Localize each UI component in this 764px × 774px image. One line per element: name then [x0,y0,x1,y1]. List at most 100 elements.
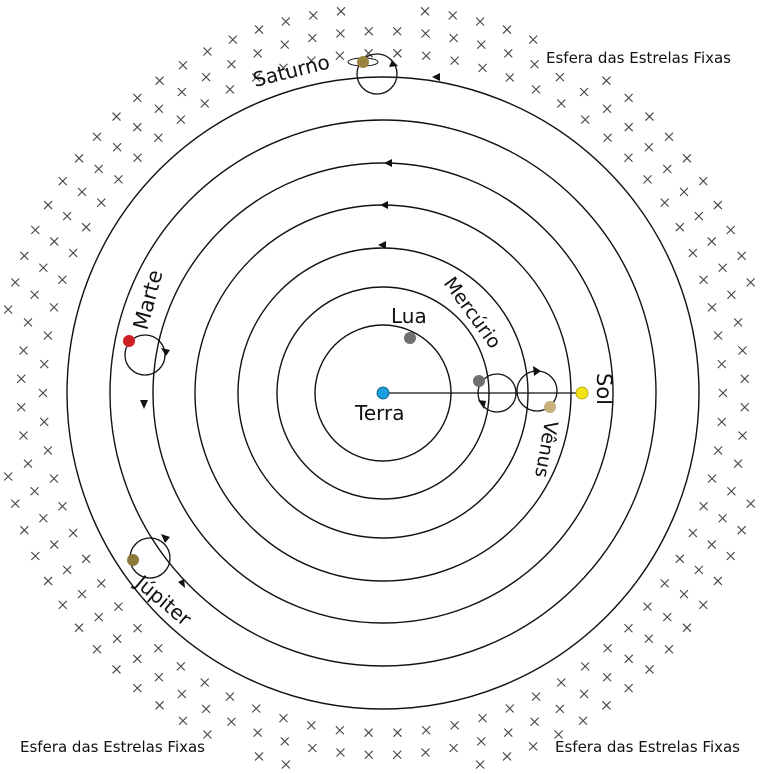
star-x-mark [336,6,346,16]
saturn-epicycle [356,53,398,95]
star-x-mark [178,716,188,726]
star-x-mark [726,551,736,561]
star-x-mark [624,153,633,163]
star-x-mark [201,704,211,714]
star-x-mark [154,672,164,682]
star-x-mark [603,643,613,653]
star-x-mark [579,87,589,97]
star-x-mark [662,612,672,622]
star-x-mark [530,717,539,727]
star-x-mark [699,275,708,285]
star-x-mark [39,359,49,369]
star-x-mark [421,725,431,735]
star-x-mark [694,565,704,575]
star-x-mark [675,222,685,232]
star-x-mark [200,99,210,108]
labels: Terra Lua Mercúrio Vênus Sol Marte Júpit… [20,49,740,756]
star-x-mark [68,248,78,258]
star-x-mark [713,576,723,586]
star-x-mark [114,175,123,184]
star-x-mark [602,104,612,114]
star-x-mark [746,499,756,509]
star-x-mark [3,305,13,314]
star-x-mark [153,133,163,143]
label-fixed-stars-bottom-left: Esfera das Estrelas Fixas [20,738,205,756]
star-x-mark [81,222,91,232]
star-x-mark [62,211,72,221]
star-x-mark [94,612,104,622]
fixed-stars-sphere [3,6,756,769]
star-x-mark [421,748,430,757]
star-x-mark [225,692,235,701]
star-x-mark [308,10,318,20]
star-x-mark [530,59,539,69]
star-x-mark [740,402,750,412]
star-x-mark [421,51,431,61]
star-x-mark [738,346,747,355]
star-x-mark [253,728,263,738]
star-x-mark [660,579,670,588]
star-x-mark [624,122,634,132]
star-x-mark [253,48,263,58]
star-x-mark [737,525,747,535]
star-x-mark [336,29,345,38]
star-x-mark [176,661,186,671]
star-x-mark [393,728,402,738]
star-x-mark [19,431,28,440]
star-x-mark [727,486,736,496]
star-x-mark [679,589,689,599]
star-x-mark [96,579,106,588]
star-x-mark [23,317,33,327]
star-x-mark [203,730,212,739]
star-x-mark [664,644,674,654]
star-x-mark [96,198,106,207]
star-x-mark [449,33,459,43]
star-x-mark [201,72,211,82]
star-x-mark [281,17,291,26]
star-x-mark [688,248,698,258]
star-x-mark [30,290,39,300]
star-x-mark [528,35,538,44]
star-x-mark [682,623,692,633]
star-x-mark [503,48,513,58]
star-x-mark [602,700,611,710]
star-x-mark [43,446,53,455]
star-x-mark [555,72,565,82]
star-x-mark [645,112,654,121]
arrowhead-icon [384,159,392,167]
label-earth: Terra [354,401,404,425]
star-x-mark [3,472,13,481]
star-x-mark [81,554,91,564]
star-x-mark [450,56,460,66]
star-x-mark [68,528,78,538]
star-x-mark [94,164,104,174]
star-x-mark [450,720,460,730]
star-x-mark [476,737,486,746]
star-x-mark [10,499,20,509]
star-x-mark [503,728,513,738]
star-x-mark [578,716,588,726]
label-sun: Sol [592,373,616,405]
star-x-mark [476,40,486,49]
star-x-mark [475,17,485,26]
star-x-mark [713,200,723,210]
star-x-mark [662,164,672,174]
bodies [123,56,589,566]
star-x-mark [132,93,142,103]
star-x-mark [392,750,402,760]
star-x-mark [737,251,747,261]
star-x-mark [227,59,236,69]
star-x-mark [505,73,515,82]
star-x-mark [624,654,634,664]
star-x-mark [556,678,566,687]
star-x-mark [679,187,689,197]
star-x-mark [112,112,121,121]
label-mars: Marte [129,267,168,332]
star-x-mark [92,132,102,142]
star-x-mark [279,63,288,73]
orbit-saturn [66,76,700,710]
moon-dot [404,332,416,344]
star-x-mark [39,417,49,427]
star-x-mark [153,643,163,653]
star-x-mark [74,623,84,633]
